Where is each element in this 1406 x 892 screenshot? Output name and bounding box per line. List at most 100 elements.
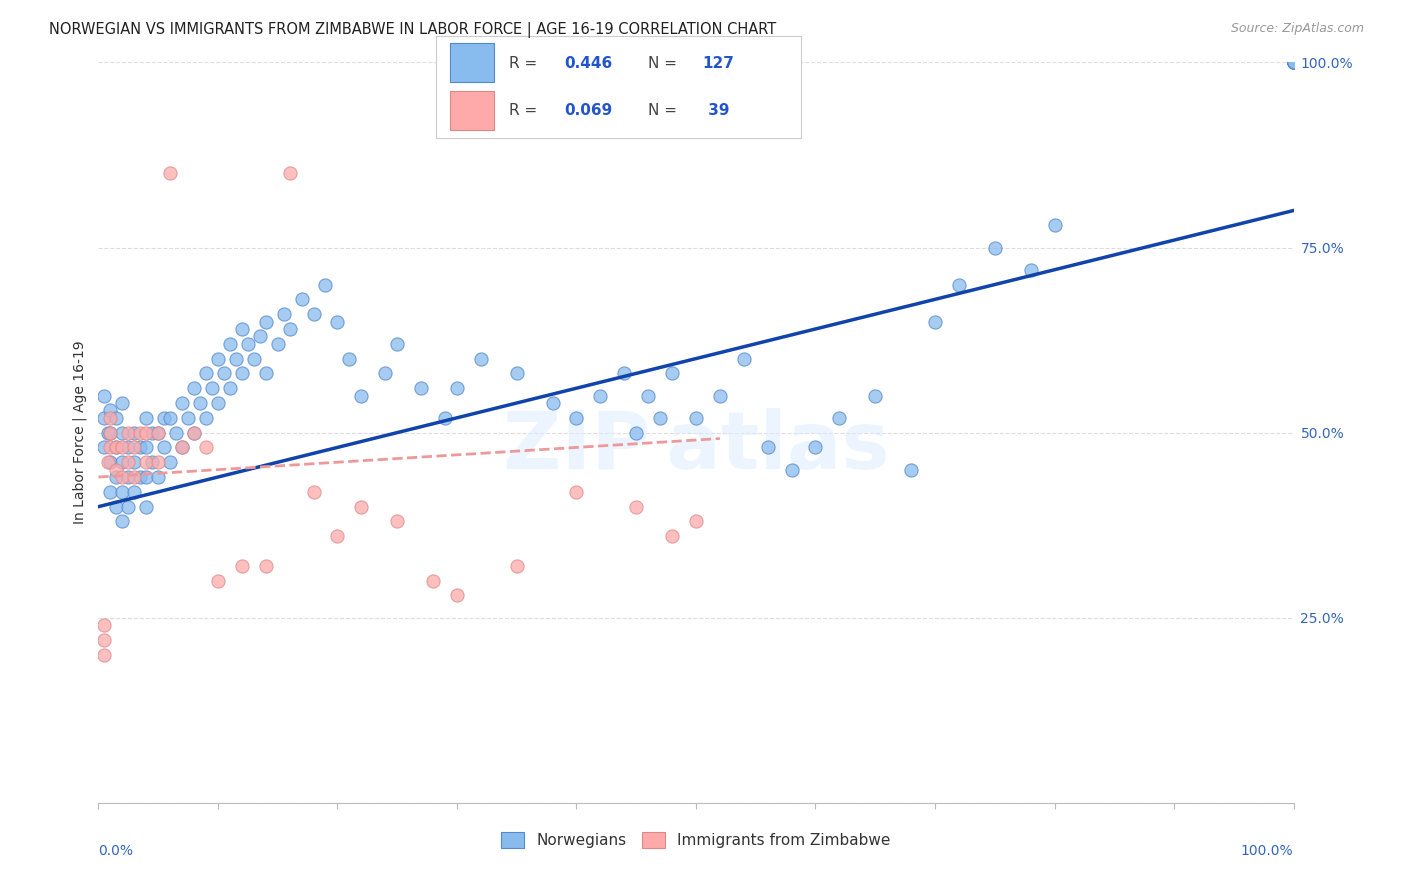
Point (1282, 55, 1305, 70)
Point (1282, 55, 1305, 70)
Point (231, 367, 253, 381)
Point (111, 396, 134, 410)
Point (278, 322, 301, 336)
Point (135, 500, 157, 514)
Point (105, 462, 128, 476)
Point (98, 455, 122, 469)
Point (1282, 55, 1305, 70)
Point (93, 632, 115, 647)
Point (201, 381, 224, 395)
Point (1019, 262, 1042, 277)
Point (219, 336, 242, 351)
Point (135, 410, 157, 425)
Point (1282, 55, 1305, 70)
Point (709, 388, 731, 402)
Point (326, 314, 349, 328)
Text: 0.446: 0.446 (564, 56, 612, 70)
Point (756, 441, 779, 455)
Point (385, 515, 409, 529)
Point (212, 367, 235, 381)
Text: R =: R = (509, 103, 543, 118)
Point (249, 329, 271, 343)
Point (626, 425, 648, 440)
Point (1282, 55, 1305, 70)
Point (111, 484, 134, 499)
Point (148, 425, 170, 440)
Point (129, 470, 152, 484)
Point (1282, 55, 1305, 70)
Text: NORWEGIAN VS IMMIGRANTS FROM ZIMBABWE IN LABOR FORCE | AGE 16-19 CORRELATION CHA: NORWEGIAN VS IMMIGRANTS FROM ZIMBABWE IN… (49, 22, 776, 38)
Point (243, 351, 266, 366)
Point (339, 351, 361, 366)
Point (195, 441, 218, 455)
Point (924, 314, 946, 328)
Point (1282, 55, 1305, 70)
Point (111, 470, 134, 484)
Point (1282, 55, 1305, 70)
Point (302, 307, 325, 321)
Point (219, 381, 242, 395)
Text: ZIP atlas: ZIP atlas (503, 409, 889, 486)
Point (183, 381, 205, 395)
Bar (450, 91, 495, 130)
Point (159, 410, 181, 425)
Text: 100.0%: 100.0% (1241, 844, 1294, 857)
Point (984, 240, 1007, 255)
Point (1282, 55, 1305, 70)
Point (267, 336, 290, 351)
Point (148, 470, 170, 484)
Point (135, 455, 157, 469)
Point (733, 351, 755, 366)
Point (1282, 55, 1305, 70)
Point (93, 388, 115, 402)
Point (565, 410, 588, 425)
Point (685, 410, 707, 425)
Point (141, 455, 163, 469)
Point (207, 574, 229, 588)
Point (93, 410, 115, 425)
Point (124, 441, 146, 455)
Point (828, 410, 851, 425)
Point (165, 425, 187, 440)
Point (291, 293, 314, 307)
Text: 39: 39 (703, 103, 730, 118)
Point (111, 515, 134, 529)
Point (422, 574, 444, 588)
Point (661, 367, 683, 381)
Text: R =: R = (509, 56, 543, 70)
Point (148, 425, 170, 440)
Point (117, 441, 139, 455)
Point (385, 336, 409, 351)
Point (135, 470, 157, 484)
Point (93, 441, 115, 455)
Point (117, 470, 139, 484)
Y-axis label: In Labor Force | Age 16-19: In Labor Force | Age 16-19 (73, 341, 87, 524)
Point (589, 388, 612, 402)
Point (273, 307, 295, 321)
Point (278, 166, 301, 180)
Point (541, 396, 564, 410)
Point (1282, 55, 1305, 70)
Point (93, 618, 115, 632)
Point (506, 367, 529, 381)
Point (350, 500, 373, 514)
Bar (450, 43, 495, 82)
Point (780, 462, 803, 476)
Point (129, 441, 152, 455)
Point (177, 410, 200, 425)
Text: 127: 127 (703, 56, 734, 70)
Point (98, 425, 122, 440)
Point (111, 455, 134, 469)
Point (172, 441, 194, 455)
Point (98, 425, 122, 440)
Point (111, 441, 134, 455)
Point (183, 425, 205, 440)
Point (804, 441, 827, 455)
Point (637, 388, 659, 402)
Point (124, 455, 146, 469)
Point (1282, 55, 1305, 70)
Point (97, 425, 120, 440)
Text: 0.0%: 0.0% (98, 844, 134, 857)
Point (1282, 55, 1305, 70)
Point (98, 403, 122, 417)
